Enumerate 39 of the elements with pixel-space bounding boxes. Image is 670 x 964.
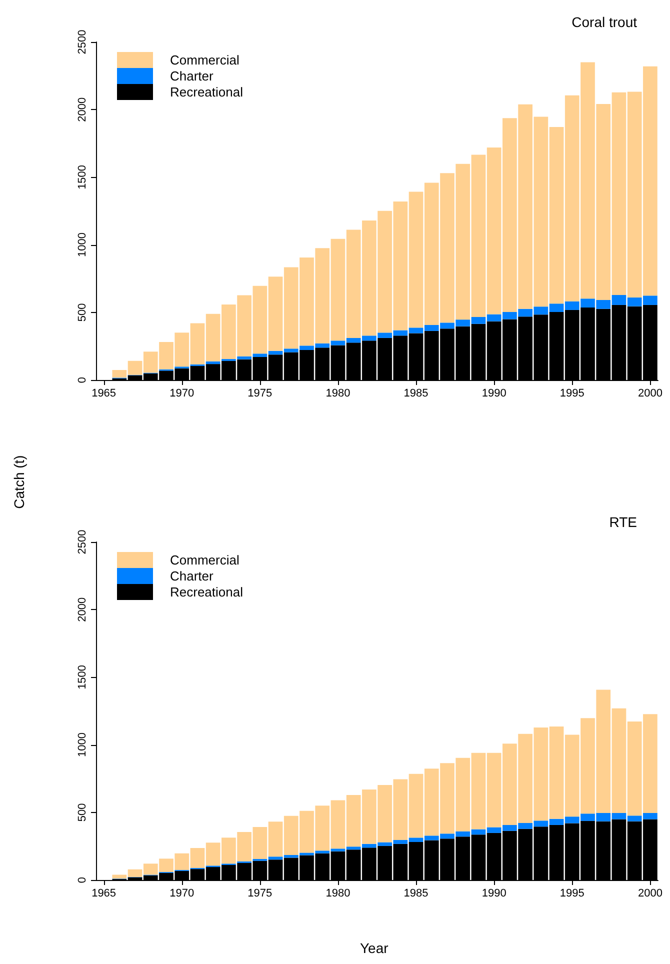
- bar: [206, 361, 220, 364]
- x-axis-title: Year: [360, 940, 388, 956]
- y-tick-label: 500: [76, 803, 88, 822]
- y-tick-label: 2000: [76, 97, 88, 122]
- x-tick-label: 1980: [326, 888, 350, 900]
- chart-title: Coral trout: [572, 14, 638, 30]
- x-tick-label: 1970: [170, 388, 194, 400]
- x-tick-label: 1990: [482, 888, 506, 900]
- y-tick-label: 1000: [76, 232, 88, 258]
- y-tick-label: 1500: [76, 664, 88, 690]
- x-tick-label: 1980: [326, 388, 350, 400]
- y-tick-label: 500: [76, 303, 88, 322]
- y-tick-label: 0: [76, 376, 88, 384]
- x-tick-label: 1985: [404, 388, 428, 400]
- legend-label: Charter: [170, 568, 214, 584]
- x-tick-label: 1965: [92, 888, 116, 900]
- x-tick-label: 1985: [404, 888, 428, 900]
- x-tick-label: 1995: [560, 388, 584, 400]
- legend-label: Recreational: [170, 84, 244, 100]
- y-tick-label: 2500: [76, 30, 88, 54]
- x-tick-label: 1970: [170, 888, 194, 900]
- x-tick-label: 1995: [560, 888, 584, 900]
- legend-label: Charter: [170, 68, 214, 84]
- chart-title: RTE: [609, 514, 638, 530]
- x-tick-label: 1975: [248, 388, 272, 400]
- y-tick-label: 1000: [76, 732, 88, 758]
- y-axis-title: Catch (t): [10, 455, 27, 509]
- x-tick-label: 1990: [482, 388, 506, 400]
- y-tick-label: 2500: [76, 530, 88, 554]
- y-tick-label: 2000: [76, 597, 88, 622]
- legend-label: Recreational: [170, 584, 244, 600]
- x-tick-label: 1975: [248, 888, 272, 900]
- legend-label: Commercial: [170, 52, 240, 68]
- x-tick-label: 2000: [638, 888, 662, 900]
- x-tick-label: 1965: [92, 388, 116, 400]
- legend-label: Commercial: [170, 552, 240, 568]
- y-tick-label: 1500: [76, 164, 88, 190]
- y-tick-label: 0: [76, 876, 88, 884]
- x-tick-label: 2000: [638, 388, 662, 400]
